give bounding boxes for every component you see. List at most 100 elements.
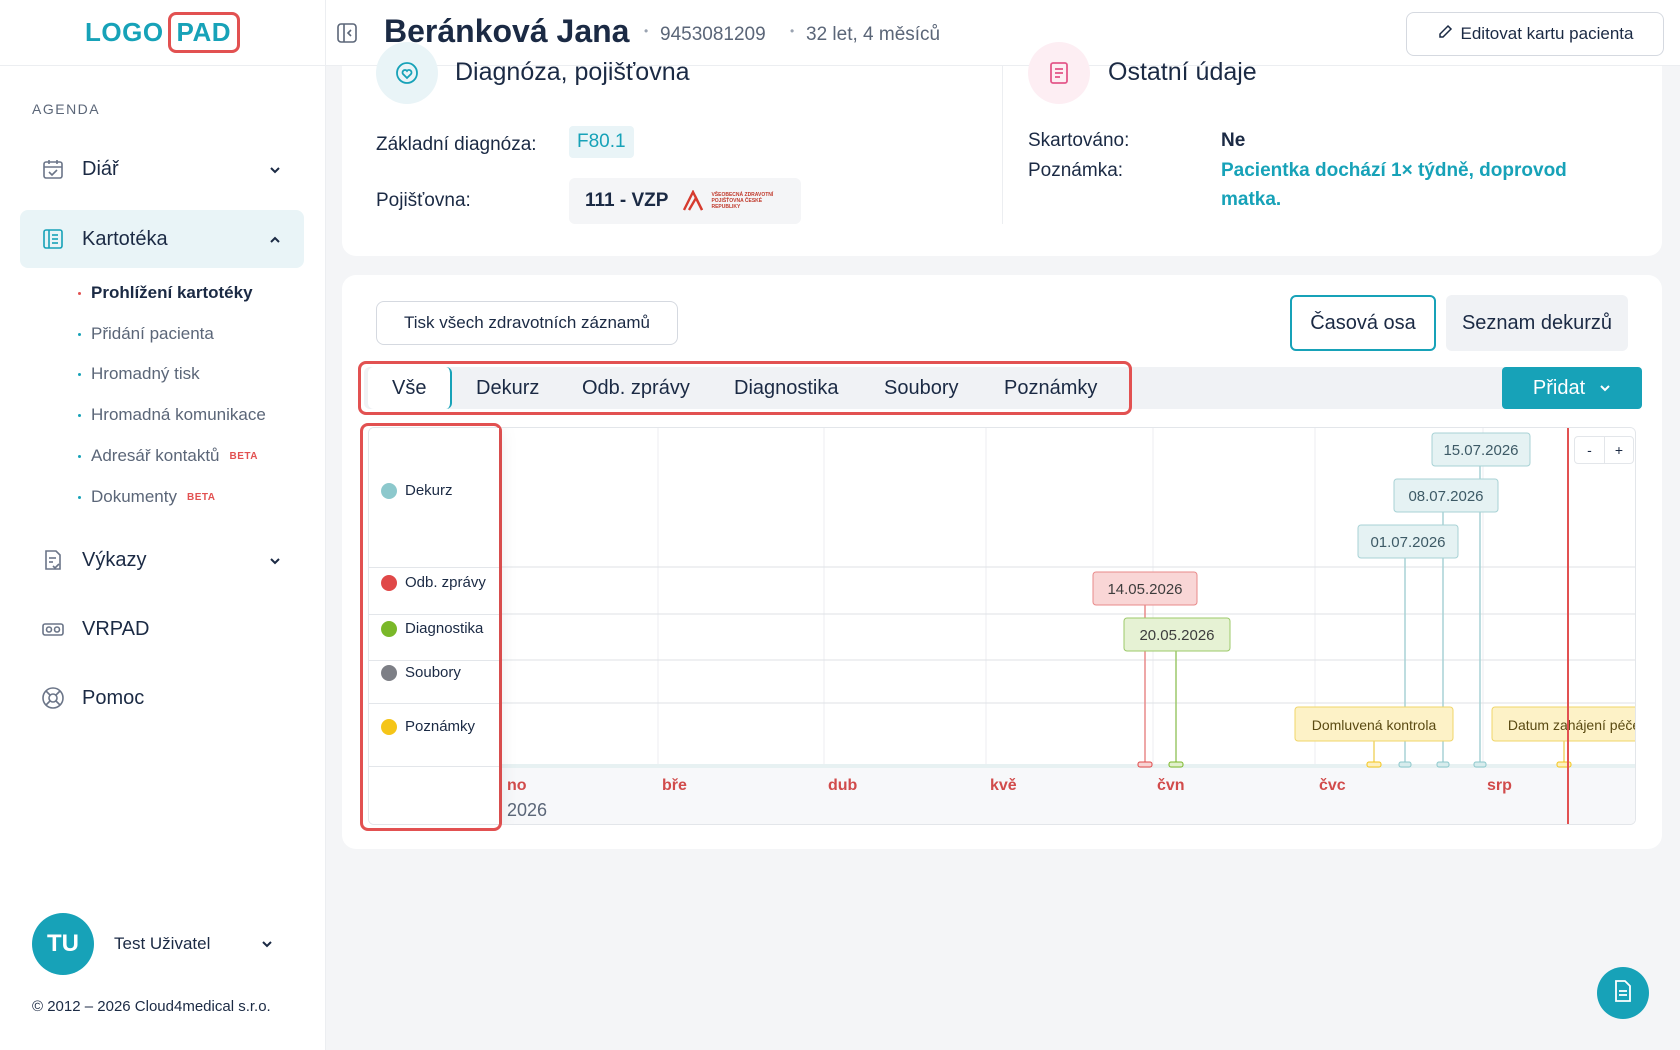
logo-area: LOGO PAD: [0, 0, 325, 66]
month-label: čvc: [1319, 777, 1346, 794]
pencil-icon: [1437, 24, 1461, 45]
highlight-frame-tabs: [358, 361, 1132, 415]
legend-label: Diagnostika: [405, 620, 484, 637]
note-label: Poznámka:: [1028, 160, 1124, 181]
month-label: dub: [828, 777, 858, 794]
heart-shield-icon: [376, 42, 438, 104]
sidebar-item-diar[interactable]: Diář: [20, 140, 304, 198]
month-label: srp: [1487, 777, 1512, 794]
event-15-07-2026[interactable]: 15.07.2026: [1431, 432, 1531, 467]
tab-odb-zpravy[interactable]: Odb. zprávy: [582, 376, 690, 399]
event-domluvena-kontrola[interactable]: Domluvená kontrola: [1294, 706, 1454, 742]
sidebar-subitem-dokumenty[interactable]: Dokumenty BETA: [78, 487, 215, 507]
copyright: © 2012 – 2026 Cloud4medical s.r.o.: [32, 998, 271, 1015]
beta-badge: BETA: [186, 491, 216, 503]
event-datum-zahajeni-pece[interactable]: Datum zahájení péče: [1491, 706, 1636, 742]
legend-item-odb-zpravy: Odb. zprávy: [381, 574, 486, 591]
header: Beránková Jana • 9453081209 • 32 let, 4 …: [326, 0, 1680, 66]
tab-vse[interactable]: Vše: [368, 367, 453, 409]
avatar: TU: [32, 913, 94, 975]
sidebar-subitem-pridani[interactable]: Přidání pacienta: [78, 324, 214, 344]
legend-dot: [381, 664, 397, 681]
svg-text:Domluvená kontrola: Domluvená kontrola: [1312, 717, 1437, 733]
view-timeline-button[interactable]: Časová osa: [1290, 295, 1436, 351]
other-section-title: Ostatní údaje: [1108, 58, 1257, 86]
edit-button-label: Editovat kartu pacienta: [1460, 24, 1634, 43]
event-01-07-2026[interactable]: 01.07.2026: [1357, 524, 1459, 559]
tab-soubory[interactable]: Soubory: [884, 376, 959, 399]
legend-label: Dekurz: [405, 482, 453, 499]
insurance-value: 111 - VZP: [585, 190, 669, 211]
document-icon: [1612, 979, 1634, 1008]
zoom-controls: - +: [1574, 436, 1634, 464]
sidebar-item-vrpad[interactable]: VRPAD: [20, 600, 304, 658]
divider: [1002, 66, 1003, 224]
note-value: Pacientka dochází 1× týdně, doprovod mat…: [1221, 160, 1567, 210]
record-type-tabs: Vše Dekurz Odb. zprávy Diagnostika Soubo…: [364, 367, 1628, 409]
zoom-in-button[interactable]: +: [1603, 437, 1633, 463]
sidebar-subitem-prohlizeni[interactable]: Prohlížení kartotéky: [78, 283, 253, 303]
sidebar-subitem-adresar[interactable]: Adresář kontaktů BETA: [78, 446, 258, 466]
logo-text-a: LOGO: [84, 17, 164, 47]
lifebuoy-icon: [40, 685, 66, 711]
logo[interactable]: LOGO PAD: [84, 12, 241, 53]
vr-headset-icon: [40, 616, 66, 642]
legend-dot: [381, 718, 397, 735]
chevron-down-icon: [268, 160, 282, 183]
shred-label: Skartováno:: [1028, 130, 1130, 151]
zoom-out-button[interactable]: -: [1587, 442, 1592, 458]
legend-label: Poznámky: [405, 718, 476, 735]
svg-text:01.07.2026: 01.07.2026: [1370, 534, 1445, 551]
month-label: bře: [662, 777, 687, 794]
beta-badge: BETA: [229, 450, 258, 462]
add-record-button[interactable]: Přidat: [1502, 367, 1642, 409]
tab-diagnostika[interactable]: Diagnostika: [734, 376, 839, 399]
print-all-records-button[interactable]: Tisk všech zdravotních záznamů: [376, 301, 678, 345]
subitem-label: Dokumenty: [91, 487, 177, 506]
sidebar-subitem-hromadny-tisk[interactable]: Hromadný tisk: [78, 364, 200, 384]
report-icon: [40, 547, 66, 573]
month-label: no: [507, 777, 527, 794]
sidebar-item-kartoteka[interactable]: Kartotéka: [20, 210, 304, 268]
view-list-button[interactable]: Seznam dekurzů: [1446, 295, 1628, 351]
legend-item-dekurz: Dekurz: [381, 482, 453, 499]
sidebar-subitem-hromadna-komunikace[interactable]: Hromadná komunikace: [78, 405, 266, 425]
tab-dekurz[interactable]: Dekurz: [476, 376, 540, 399]
sidebar-item-label: Pomoc: [82, 686, 145, 709]
sidebar-item-label: Výkazy: [82, 548, 147, 571]
add-button-label: Přidat: [1532, 376, 1586, 399]
document-icon: [1028, 42, 1090, 104]
event-14-05-2026[interactable]: 14.05.2026: [1092, 571, 1198, 606]
year-label: 2026: [507, 800, 547, 820]
floating-document-button[interactable]: [1597, 967, 1649, 1019]
sidebar-item-pomoc[interactable]: Pomoc: [20, 669, 304, 727]
legend-item-diagnostika: Diagnostika: [381, 620, 483, 637]
svg-text:15.07.2026: 15.07.2026: [1443, 442, 1518, 459]
legend-item-soubory: Soubory: [381, 664, 461, 681]
chevron-down-icon: [1585, 377, 1611, 400]
sidebar-collapse-icon[interactable]: [336, 22, 358, 49]
diagnosis-section-title: Diagnóza, pojišťovna: [455, 58, 690, 86]
agenda-section-label: AGENDA: [32, 101, 101, 117]
sidebar-item-label: Kartotéka: [82, 227, 168, 250]
shred-value: Ne: [1221, 130, 1246, 151]
timeline-chart[interactable]: 15.07.2026 08.07.2026 01.07.2026 14.05.2…: [368, 427, 1636, 825]
tab-poznamky[interactable]: Poznámky: [1004, 376, 1098, 399]
edit-patient-card-button[interactable]: Editovat kartu pacienta: [1406, 12, 1664, 56]
sidebar-item-label: Diář: [82, 157, 119, 180]
sidebar-item-vykazy[interactable]: Výkazy: [20, 531, 304, 589]
legend-label: Soubory: [405, 664, 461, 681]
chevron-up-icon: [268, 230, 282, 253]
patient-id: 9453081209: [660, 24, 766, 45]
user-menu[interactable]: TU Test Uživatel: [32, 913, 272, 975]
event-08-07-2026[interactable]: 08.07.2026: [1393, 478, 1499, 513]
subitem-label: Adresář kontaktů: [91, 446, 220, 465]
vzp-logo-text: VŠEOBECNÁ ZDRAVOTNÍ POJIŠŤOVNA ČESKÉ REP…: [711, 192, 774, 210]
timeline-card: Tisk všech zdravotních záznamů Časová os…: [342, 275, 1662, 849]
timeline-legend: Dekurz Odb. zprávy Diagnostika Soubory P…: [369, 428, 499, 824]
card-file-icon: [40, 226, 66, 252]
highlight-frame-legend: [360, 423, 502, 831]
user-name: Test Uživatel: [114, 934, 211, 953]
event-20-05-2026[interactable]: 20.05.2026: [1123, 617, 1231, 652]
patient-name: Beránková Jana: [384, 13, 630, 49]
